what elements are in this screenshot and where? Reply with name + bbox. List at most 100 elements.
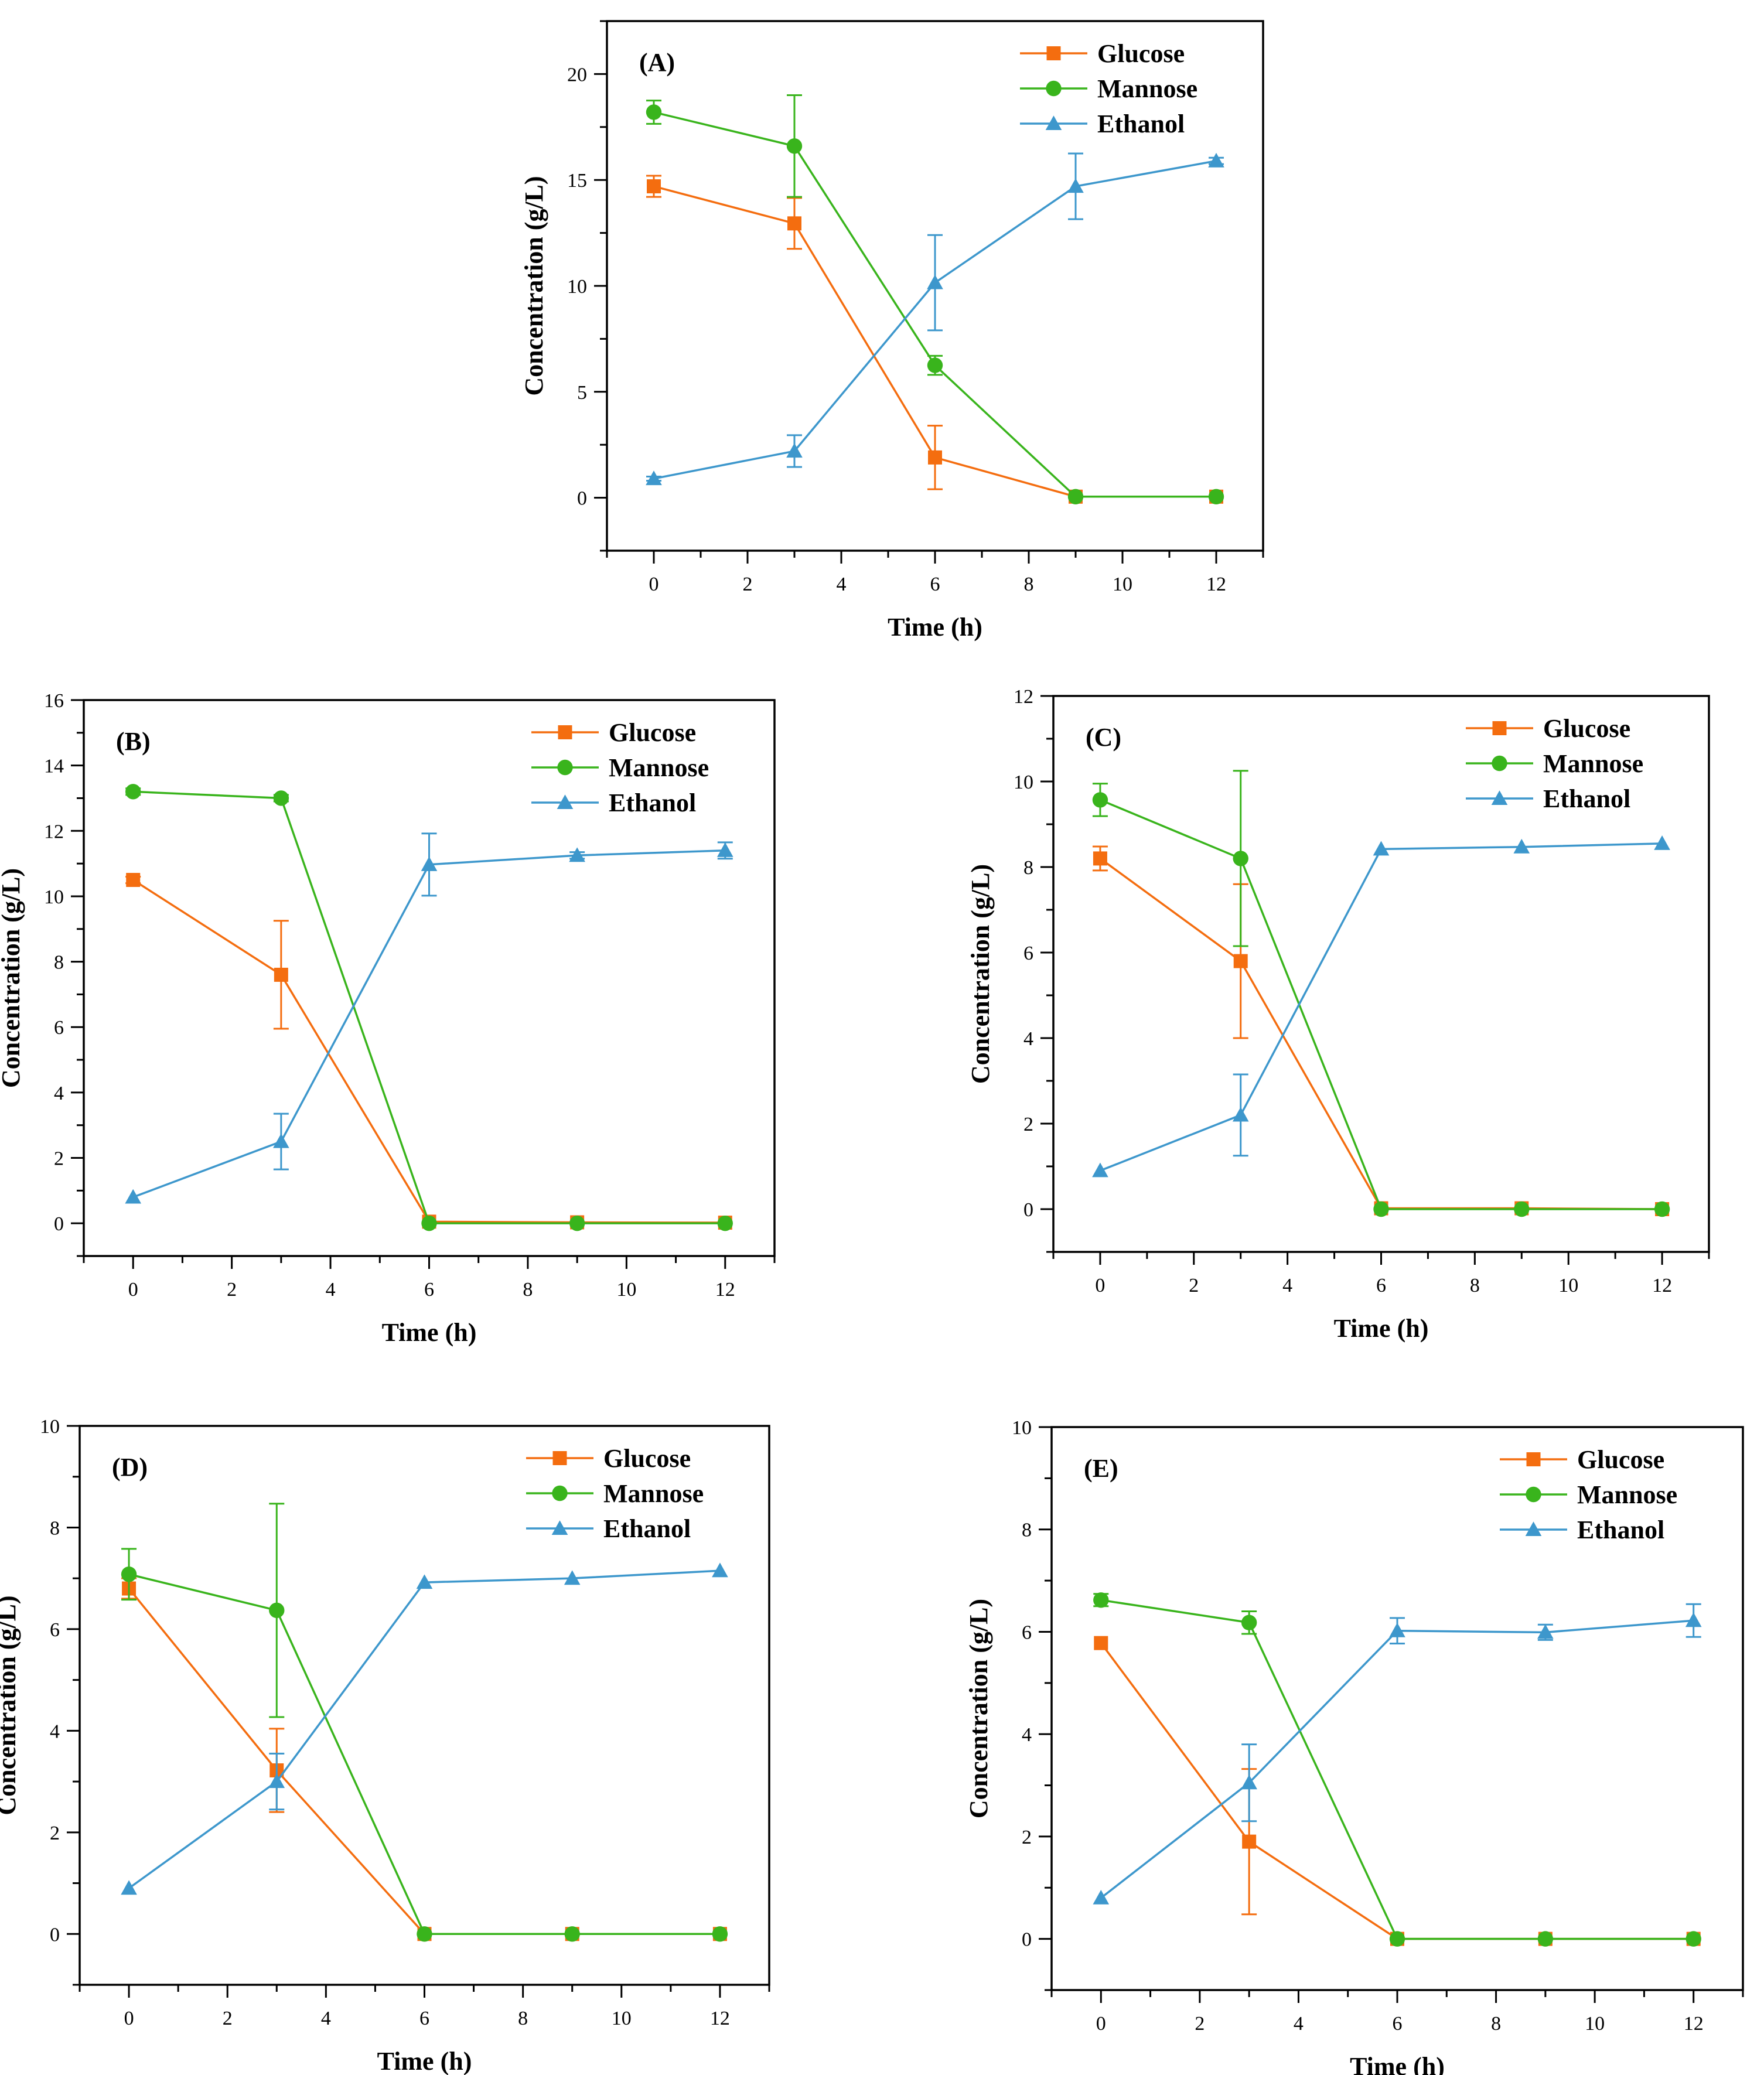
data-point — [1233, 851, 1248, 866]
x-tick-label: 12 — [710, 2008, 730, 2029]
x-tick-label: 10 — [1585, 2013, 1605, 2035]
x-tick-label: 2 — [227, 1279, 237, 1301]
series-mannose — [646, 94, 1224, 504]
plot-frame — [79, 1425, 770, 1986]
series-line — [1099, 857, 1663, 1210]
data-point — [126, 873, 141, 888]
x-axis-title: Time (h) — [382, 1318, 477, 1347]
legend-label: Mannose — [1543, 749, 1643, 778]
data-point — [927, 357, 943, 373]
x-tick-label: 6 — [1376, 1275, 1386, 1296]
data-point — [421, 856, 438, 871]
y-tick-label: 6 — [1022, 1622, 1032, 1643]
data-point — [1654, 835, 1670, 850]
data-point — [1093, 1592, 1109, 1608]
y-tick-label: 2 — [1023, 1114, 1033, 1135]
legend-marker — [1492, 721, 1507, 735]
data-point — [1232, 1107, 1249, 1122]
series-line — [128, 1573, 720, 1936]
y-tick-label: 8 — [1023, 857, 1033, 879]
x-tick-label: 6 — [424, 1279, 434, 1301]
x-axis-title: Time (h) — [1350, 2052, 1445, 2075]
y-axis-title: Concentration (g/L) — [0, 868, 25, 1088]
x-tick-label: 8 — [1491, 2013, 1501, 2035]
x-tick-label: 12 — [1652, 1275, 1672, 1296]
y-tick-label: 10 — [44, 886, 64, 908]
series-line — [1101, 1599, 1694, 1940]
legend: Glucose Mannose Ethanol — [1500, 1445, 1677, 1544]
chart-panel-1: 0 2 4 6 8 10 12 0 5 10 15 20 Time (h) Concentration (… — [520, 20, 1264, 641]
legend-marker — [557, 794, 574, 810]
y-tick-label: 4 — [54, 1083, 64, 1104]
panel-label: (B) — [116, 727, 151, 756]
data-point — [569, 1215, 585, 1231]
legend-label: Ethanol — [609, 789, 696, 817]
y-tick-label: 2 — [50, 1823, 60, 1844]
chart-panel-4: 0 2 4 6 8 10 12 0 2 4 6 8 10 Time (h) Concentration (g… — [0, 1416, 770, 2075]
legend-marker — [1525, 1521, 1542, 1537]
data-point — [417, 1926, 432, 1942]
data-point — [564, 1926, 580, 1942]
data-point — [646, 470, 662, 486]
legend-marker — [552, 1485, 568, 1501]
data-point — [1685, 1931, 1701, 1947]
series-line — [132, 849, 725, 1199]
x-tick-label: 6 — [419, 2008, 429, 2029]
series-line — [128, 1569, 721, 1889]
y-tick-label: 2 — [54, 1148, 64, 1170]
y-tick-label: 14 — [44, 756, 64, 777]
plot-frame — [1052, 695, 1710, 1253]
legend-label: Mannose — [1097, 74, 1197, 103]
x-tick-label: 2 — [1189, 1275, 1199, 1296]
legend: Glucose Mannose Ethanol — [1466, 714, 1643, 813]
data-point — [1092, 1162, 1108, 1178]
x-tick-label: 10 — [1558, 1275, 1578, 1296]
data-point — [125, 1189, 142, 1204]
x-tick-label: 2 — [1195, 2013, 1205, 2035]
y-axis-title: Concentration (g/L) — [520, 176, 548, 395]
data-point — [121, 1880, 137, 1895]
x-tick-label: 10 — [612, 2008, 632, 2029]
x-tick-label: 12 — [1206, 574, 1226, 595]
legend-marker — [1492, 755, 1507, 772]
legend-label: Mannose — [603, 1479, 704, 1508]
panel-label: (C) — [1086, 723, 1121, 752]
data-point — [786, 443, 803, 458]
x-tick-label: 4 — [321, 2008, 331, 2029]
y-tick-label: 6 — [54, 1017, 64, 1039]
legend: Glucose Mannose Ethanol — [1020, 39, 1197, 138]
data-point — [1092, 792, 1108, 808]
legend-marker — [1491, 790, 1508, 806]
legend-label: Mannose — [609, 753, 709, 782]
legend-marker — [1045, 115, 1062, 131]
y-axis-title: Concentration (g/L) — [966, 864, 995, 1084]
plot-frame — [1050, 1426, 1744, 1991]
x-tick-label: 12 — [715, 1279, 735, 1301]
data-point — [1208, 152, 1224, 168]
y-tick-label: 6 — [50, 1619, 60, 1641]
series-ethanol — [1093, 1603, 1702, 1905]
data-point — [1094, 1636, 1108, 1650]
data-point — [1241, 1774, 1257, 1790]
series-glucose — [1092, 845, 1670, 1216]
y-tick-label: 5 — [577, 382, 587, 404]
legend-label: Glucose — [1097, 39, 1185, 68]
legend-marker — [558, 725, 572, 739]
y-tick-label: 0 — [50, 1924, 60, 1946]
series-line — [132, 879, 725, 1224]
series-line — [1100, 842, 1663, 1172]
panel-label: (A) — [639, 48, 675, 77]
data-point — [1093, 851, 1107, 866]
x-tick-label: 4 — [837, 574, 847, 595]
series-glucose — [1094, 1636, 1701, 1946]
y-tick-label: 4 — [50, 1721, 60, 1742]
y-tick-label: 12 — [44, 821, 64, 842]
x-tick-label: 0 — [128, 1279, 138, 1301]
series-ethanol — [121, 1562, 728, 1895]
data-point — [1685, 1612, 1702, 1627]
x-tick-label: 8 — [523, 1279, 533, 1301]
data-point — [716, 842, 733, 857]
x-tick-label: 8 — [1470, 1275, 1480, 1296]
chart-panel-3: 0 2 4 6 8 10 12 0 2 4 6 8 10 12 Time (h) Concentration … — [966, 686, 1710, 1343]
